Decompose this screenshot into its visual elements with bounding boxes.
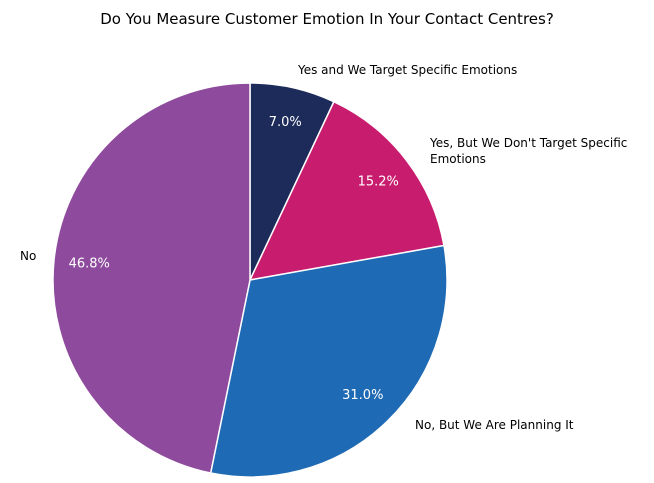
pie-slice xyxy=(209,244,448,478)
value-label: 31.0% xyxy=(342,388,383,403)
category-label: Yes and We Target Specific Emotions xyxy=(298,63,518,77)
value-label: 7.0% xyxy=(269,115,302,130)
category-label: No xyxy=(20,249,37,263)
value-label: 15.2% xyxy=(358,174,399,189)
pie-slice xyxy=(248,100,445,281)
value-label: 46.8% xyxy=(69,256,110,271)
chart-title: Do You Measure Customer Emotion In Your … xyxy=(100,10,554,28)
category-label: Yes, But We Don't Target Specific Emotio… xyxy=(430,136,628,166)
pie-slice xyxy=(52,82,251,474)
category-label: No, But We Are Planning It xyxy=(415,418,574,432)
